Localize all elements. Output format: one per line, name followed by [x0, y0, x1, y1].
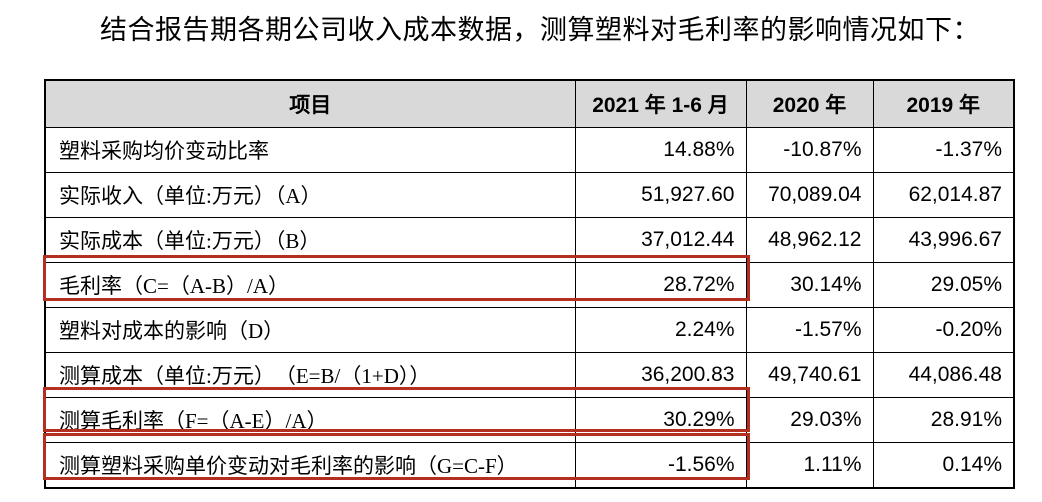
- cell-value: 30.14%: [745, 262, 874, 308]
- intro-text: 结合报告期各期公司收入成本数据，测算塑料对毛利率的影响情况如下：: [100, 15, 980, 45]
- row-label: 测算成本（单位:万元） （E=B/（1+D））: [44, 352, 576, 398]
- cell-value: 51,927.60: [574, 172, 747, 218]
- cell-value: 2.24%: [574, 307, 747, 353]
- column-header-2021h1: 2021 年 1-6 月: [574, 79, 747, 128]
- table-row-calculated-gross-margin: 测算毛利率（F=（A-E）/A） 30.29% 29.03% 28.91%: [44, 397, 1015, 443]
- cell-value: -0.20%: [872, 307, 1015, 353]
- cell-value: 62,014.87: [872, 172, 1015, 218]
- row-label: 毛利率（C=（A-B）/A）: [44, 262, 576, 308]
- table-row-calculated-cost: 测算成本（单位:万元） （E=B/（1+D）） 36,200.83 49,740…: [44, 352, 1015, 398]
- cell-value: 28.91%: [872, 397, 1015, 443]
- cell-value: 44,086.48: [872, 352, 1015, 398]
- cell-value: -10.87%: [745, 127, 874, 173]
- row-label: 实际成本（单位:万元）（B）: [44, 217, 576, 263]
- table-row-actual-cost: 实际成本（单位:万元）（B） 37,012.44 48,962.12 43,99…: [44, 217, 1015, 263]
- table-row-actual-revenue: 实际收入（单位:万元）（A） 51,927.60 70,089.04 62,01…: [44, 172, 1015, 218]
- table-row-plastic-cost-impact: 塑料对成本的影响（D） 2.24% -1.57% -0.20%: [44, 307, 1015, 353]
- column-header-item: 项目: [44, 79, 576, 128]
- row-label: 测算毛利率（F=（A-E）/A）: [44, 397, 576, 443]
- cell-value: -1.56%: [574, 442, 747, 489]
- cell-value: 14.88%: [574, 127, 747, 173]
- cell-value: 29.05%: [872, 262, 1015, 308]
- cell-value: 37,012.44: [574, 217, 747, 263]
- cell-value: 49,740.61: [745, 352, 874, 398]
- cell-value: 0.14%: [872, 442, 1015, 489]
- cell-value: 1.11%: [745, 442, 874, 489]
- cell-value: 29.03%: [745, 397, 874, 443]
- table-row-margin-impact: 测算塑料采购单价变动对毛利率的影响（G=C-F） -1.56% 1.11% 0.…: [44, 442, 1015, 489]
- cell-value: 36,200.83: [574, 352, 747, 398]
- row-label: 测算塑料采购单价变动对毛利率的影响（G=C-F）: [44, 442, 576, 489]
- column-header-2019: 2019 年: [872, 79, 1015, 128]
- row-label: 塑料对成本的影响（D）: [44, 307, 576, 353]
- row-label: 塑料采购均价变动比率: [44, 127, 576, 173]
- cell-value: -1.57%: [745, 307, 874, 353]
- cell-value: 70,089.04: [745, 172, 874, 218]
- cell-value: 30.29%: [574, 397, 747, 443]
- margin-impact-table: 项目 2021 年 1-6 月 2020 年 2019 年 塑料采购均价变动比率…: [44, 79, 1015, 489]
- table-row-plastic-price-change: 塑料采购均价变动比率 14.88% -10.87% -1.37%: [44, 127, 1015, 173]
- cell-value: 28.72%: [574, 262, 747, 308]
- cell-value: 48,962.12: [745, 217, 874, 263]
- table-row-gross-margin: 毛利率（C=（A-B）/A） 28.72% 30.14% 29.05%: [44, 262, 1015, 308]
- column-header-2020: 2020 年: [745, 79, 874, 128]
- table-header-row: 项目 2021 年 1-6 月 2020 年 2019 年: [44, 79, 1015, 128]
- row-label: 实际收入（单位:万元）（A）: [44, 172, 576, 218]
- cell-value: -1.37%: [872, 127, 1015, 173]
- cell-value: 43,996.67: [872, 217, 1015, 263]
